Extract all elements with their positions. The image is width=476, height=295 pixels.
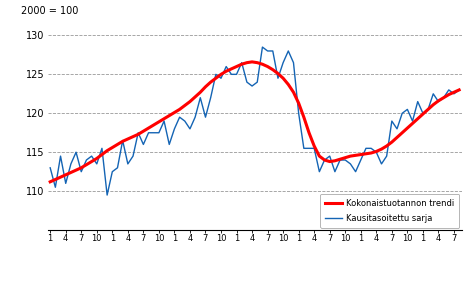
Legend: Kokonaistuotannon trendi, Kausitasoitettu sarja: Kokonaistuotannon trendi, Kausitasoitett… <box>320 194 459 228</box>
Text: 2000 = 100: 2000 = 100 <box>20 6 78 16</box>
